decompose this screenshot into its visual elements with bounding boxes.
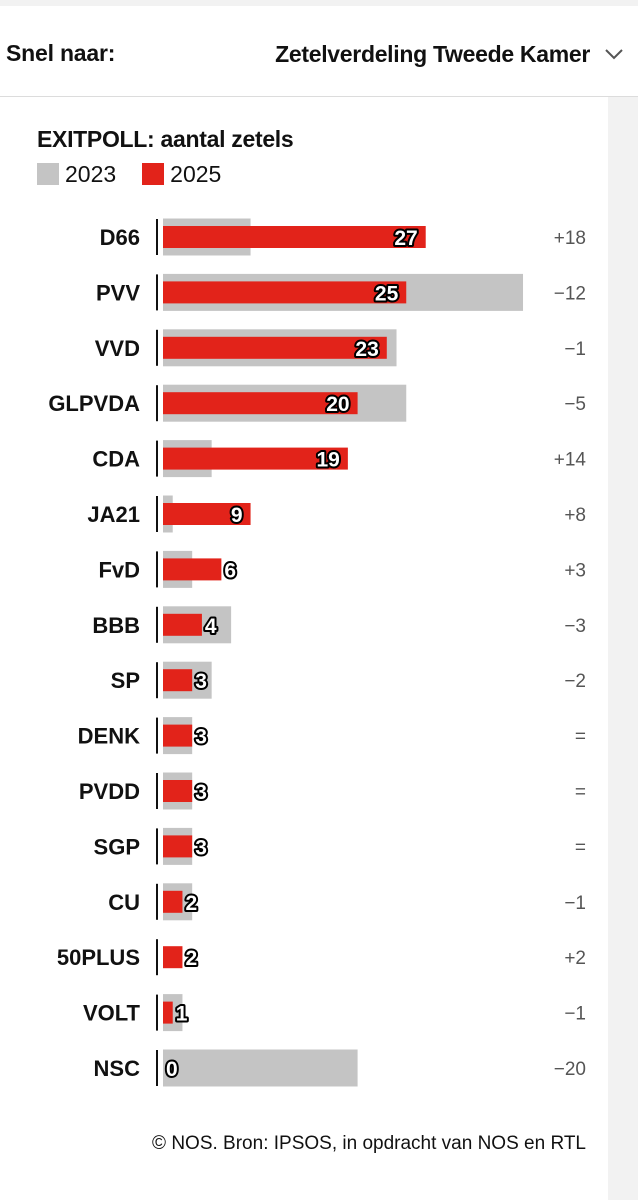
value-label-volt: 1 [176,1003,188,1026]
bar-2025-fvd [163,558,222,581]
seat-change-cda: +14 [554,450,587,471]
bar-2025-cda [163,447,348,470]
bar-2025-vvd [163,336,387,359]
value-label-50plus: 2 [185,947,197,970]
chevron-down-icon [605,49,623,60]
party-label-bbb: BBB [92,613,140,638]
section-dropdown-value: Zetelverdeling Tweede Kamer [275,40,590,67]
legend-swatch-2023 [37,163,59,185]
bar-2023-nsc [163,1049,358,1087]
value-label-vvd: 23 [355,338,378,361]
seat-change-ja21: +8 [564,505,586,526]
legend-swatch-2025 [142,163,165,185]
seat-change-vvd: −1 [564,339,586,360]
bar-2025-sp [163,669,193,692]
party-label-cda: CDA [92,447,140,472]
legend-label-2025: 2025 [170,160,222,187]
value-label-nsc: 0 [166,1058,178,1081]
party-label-ja21: JA21 [87,502,140,527]
legend-item-2023: 2023 [37,161,116,188]
party-label-nsc: NSC [94,1056,141,1081]
value-label-pvdd: 3 [195,781,207,804]
section-dropdown[interactable]: Zetelverdeling Tweede Kamer [275,36,624,72]
seat-change-fvd: +3 [564,560,586,581]
seat-change-nsc: −20 [554,1059,586,1080]
bar-2025-d66 [163,226,426,248]
chart-title: EXITPOLL: aantal zetels [37,126,294,152]
party-label-50plus: 50PLUS [57,945,140,970]
party-label-d66: D66 [100,225,140,250]
value-label-fvd: 6 [224,559,236,582]
bar-2025-cu [163,890,183,913]
source-footnote: © NOS. Bron: IPSOS, in opdracht van NOS … [152,1133,586,1154]
value-label-ja21: 9 [231,504,243,527]
legend-label-2023: 2023 [65,160,117,187]
seat-change-pvdd: = [575,782,586,803]
seat-change-bbb: −3 [564,616,586,637]
value-label-bbb: 4 [205,615,217,638]
seat-change-glpvda: −5 [564,394,586,415]
bar-2025-ja21 [163,503,251,525]
party-label-denk: DENK [78,724,140,749]
bar-2025-50plus [163,946,183,969]
bar-2025-volt [163,1001,173,1024]
quick-nav-label: Snel naar: [6,40,116,66]
bar-2025-pvv [163,281,407,304]
value-label-cda: 19 [317,449,340,472]
party-label-volt: VOLT [83,1001,141,1026]
bar-2025-bbb [163,613,202,636]
party-label-cu: CU [108,890,140,915]
value-label-glpvda: 20 [326,393,349,416]
seat-change-denk: = [575,727,586,748]
value-label-cu: 2 [185,892,197,915]
chart-legend: 2023 2025 [37,160,247,188]
seat-change-volt: −1 [564,1004,586,1025]
top-navigation-bar: Snel naar: Zetelverdeling Tweede Kamer [0,6,638,97]
seat-change-pvv: −12 [554,283,586,304]
party-label-sp: SP [111,668,140,693]
seat-change-d66: +18 [554,228,586,249]
bar-2025-glpvda [163,392,358,415]
bar-2025-pvdd [163,780,193,802]
party-label-pvdd: PVDD [79,779,140,804]
seat-change-sgp: = [575,837,586,858]
party-label-vvd: VVD [95,336,140,361]
party-label-sgp: SGP [94,834,140,859]
party-label-glpvda: GLPVDA [48,391,140,416]
seat-change-cu: −1 [564,893,586,914]
seat-change-sp: −2 [564,671,586,692]
bar-2025-sgp [163,835,193,858]
party-label-pvv: PVV [96,280,140,305]
value-label-sgp: 3 [195,836,207,859]
seat-change-50plus: +2 [564,948,586,969]
bar-2025-denk [163,724,193,747]
legend-item-2025: 2025 [142,161,221,188]
value-label-d66: 27 [394,227,417,250]
value-label-sp: 3 [195,670,207,693]
value-label-denk: 3 [195,726,207,749]
value-label-pvv: 25 [375,282,399,305]
party-label-fvd: FvD [98,557,140,582]
